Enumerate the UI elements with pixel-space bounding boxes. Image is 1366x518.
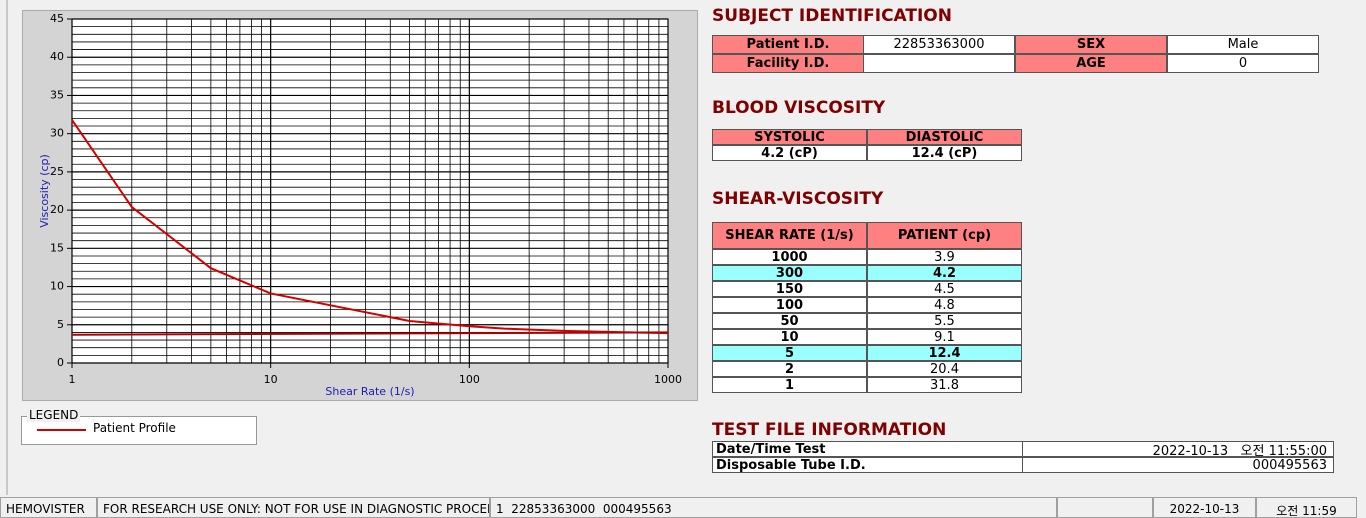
x-tick-label: 100 [459, 373, 480, 386]
y-axis-label: Viscosity (cp) [38, 154, 51, 228]
y-tick-label: 40 [50, 50, 64, 63]
status-segment: FOR RESEARCH USE ONLY: NOT FOR USE IN DI… [97, 497, 490, 518]
table-cell: DIASTOLIC [867, 129, 1022, 145]
y-tick-label: 45 [50, 12, 64, 25]
status-segment: 오전 11:59 [1256, 497, 1357, 518]
table-cell: 22853363000 [863, 35, 1015, 54]
status-segment: HEMOVISTER [0, 497, 97, 518]
status-segment: 2022-10-13 [1153, 497, 1256, 518]
table-cell: Male [1167, 35, 1319, 54]
table-cell: PATIENT (cp) [867, 222, 1022, 249]
table-cell: AGE [1015, 54, 1167, 73]
legend-title: LEGEND [27, 408, 81, 422]
plot-area [71, 18, 669, 364]
table-cell: 100 [712, 297, 867, 313]
data-line [71, 331, 669, 336]
legend-label: Patient Profile [93, 421, 176, 435]
status-segment [1057, 497, 1153, 518]
x-axis-label: Shear Rate (1/s) [325, 385, 414, 398]
section-title: SUBJECT IDENTIFICATION [712, 6, 952, 26]
table-cell: 20.4 [867, 361, 1022, 377]
status-segment: 1 22853363000 000495563 [490, 497, 1057, 518]
table-cell: SEX [1015, 35, 1167, 54]
table-cell: 000495563 [1022, 457, 1334, 473]
table-cell: 5 [712, 345, 867, 361]
table-cell [863, 54, 1015, 73]
legend-swatch [37, 429, 86, 431]
table-cell: 12.4 (cP) [867, 145, 1022, 161]
table-cell: 4.2 [867, 265, 1022, 281]
y-tick-label: 0 [57, 356, 64, 369]
table-cell: 4.5 [867, 281, 1022, 297]
table-cell: 150 [712, 281, 867, 297]
table-cell: 4.2 (cP) [712, 145, 867, 161]
frame-border [6, 0, 8, 495]
table-cell: 2022-10-13 오전 11:55:00 [1022, 441, 1334, 457]
table-cell: Patient I.D. [712, 35, 864, 54]
x-tick-label: 1000 [654, 373, 682, 386]
table-cell: 1 [712, 377, 867, 393]
y-tick-label: 15 [50, 241, 64, 254]
table-cell: SYSTOLIC [712, 129, 867, 145]
data-line [71, 119, 669, 335]
y-tick-label: 20 [50, 203, 64, 216]
table-cell: Date/Time Test [712, 441, 1023, 457]
chart: 0 5 10 15 20 25 30 35 40 45 1 10 100 1000 Shear Rate (… [38, 12, 682, 398]
table-cell: 2 [712, 361, 867, 377]
y-tick-label: 5 [57, 318, 64, 331]
table-cell: 10 [712, 329, 867, 345]
y-tick-label: 30 [50, 127, 64, 140]
y-tick-label: 35 [50, 88, 64, 101]
table-cell: SHEAR RATE (1/s) [712, 222, 867, 249]
table-cell: 1000 [712, 249, 867, 265]
table-cell: Facility I.D. [712, 54, 864, 73]
y-tick-label: 25 [50, 165, 64, 178]
table-cell: 5.5 [867, 313, 1022, 329]
table-cell: 0 [1167, 54, 1319, 73]
table-cell: 12.4 [867, 345, 1022, 361]
section-title: BLOOD VISCOSITY [712, 98, 886, 118]
table-cell: 31.8 [867, 377, 1022, 393]
table-cell: 300 [712, 265, 867, 281]
table-cell: 9.1 [867, 329, 1022, 345]
table-cell: 3.9 [867, 249, 1022, 265]
x-tick-label: 10 [264, 373, 278, 386]
y-tick-label: 10 [50, 280, 64, 293]
table-cell: Disposable Tube I.D. [712, 457, 1023, 473]
table-cell: 4.8 [867, 297, 1022, 313]
table-cell: 50 [712, 313, 867, 329]
section-title: TEST FILE INFORMATION [712, 420, 947, 440]
x-tick-label: 1 [69, 373, 76, 386]
section-title: SHEAR-VISCOSITY [712, 189, 884, 209]
